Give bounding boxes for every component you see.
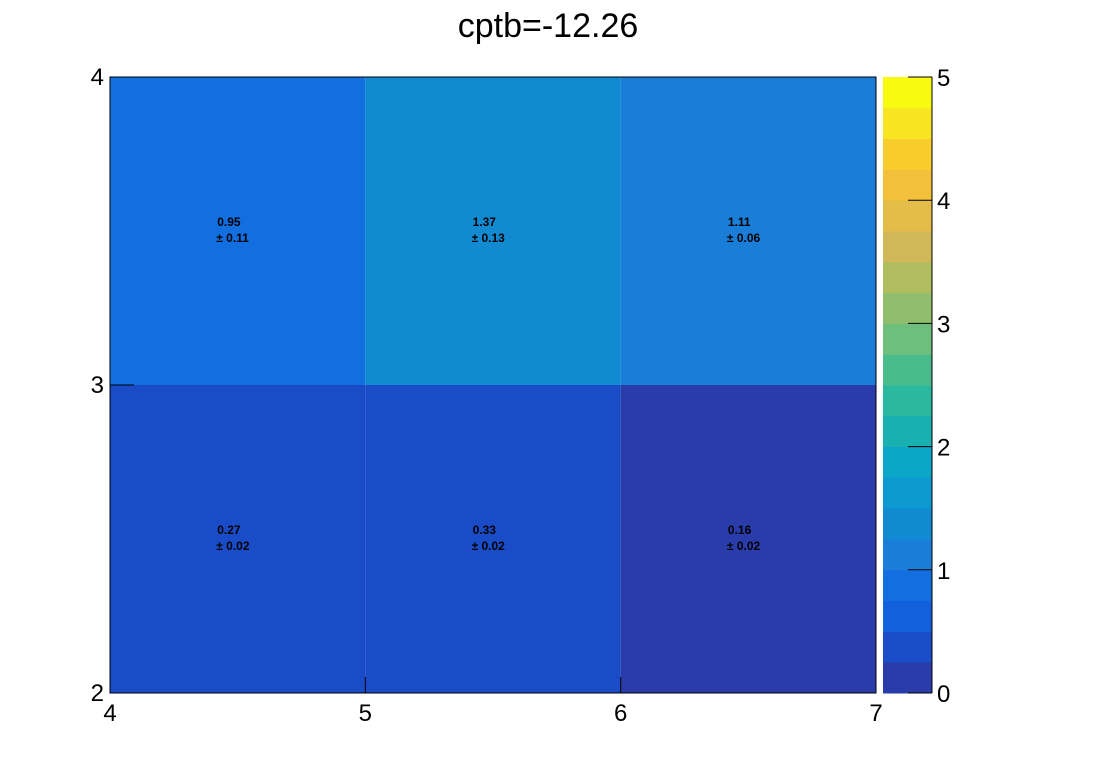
- colorbar-segment: [883, 600, 932, 632]
- colorbar-tick-label: 0: [937, 681, 950, 708]
- y-tick-label: 3: [91, 372, 104, 399]
- cell-value-label: 0.16: [728, 523, 752, 537]
- colorbar-segment: [883, 169, 932, 201]
- x-tick-label: 4: [103, 700, 116, 727]
- cell-value-label: 0.95: [217, 215, 241, 229]
- cell-error-label: ± 0.02: [727, 539, 761, 553]
- cell-error-label: ± 0.11: [216, 231, 249, 245]
- colorbar-tick-label: 2: [937, 435, 950, 462]
- colorbar-segment: [883, 323, 932, 355]
- y-tick-label: 2: [91, 680, 104, 707]
- cell-labels: 0.95 ± 0.11 1.37 ± 0.13 1.11 ± 0.06 0.27 ± 0.02…: [216, 215, 760, 553]
- colorbar-segment: [883, 292, 932, 324]
- colorbar-tick-label: 5: [937, 65, 950, 92]
- colorbar-segment: [883, 77, 932, 109]
- cell-value-label: 0.27: [217, 523, 241, 537]
- colorbar-segment: [883, 508, 932, 540]
- x-tick-label: 6: [614, 700, 627, 727]
- axes: 4 5 6 7 2 3 4: [91, 64, 883, 727]
- cell-error-label: ± 0.06: [727, 231, 761, 245]
- y-tick-label: 4: [91, 64, 104, 91]
- cell-value-label: 1.11: [728, 215, 751, 229]
- heatmap-cell: [365, 385, 621, 693]
- colorbar-segment: [883, 662, 932, 694]
- colorbar-segment: [883, 354, 932, 386]
- colorbar: 0 1 2 3 4 5: [883, 65, 950, 708]
- colorbar-segment: [883, 200, 932, 232]
- cell-value-label: 0.33: [473, 523, 497, 537]
- colorbar-segment: [883, 261, 932, 294]
- cell-error-label: ± 0.02: [472, 539, 506, 553]
- x-tick-label: 5: [359, 700, 372, 727]
- heatmap-cell: [110, 77, 366, 385]
- cell-error-label: ± 0.13: [472, 231, 506, 245]
- colorbar-segment: [883, 138, 932, 170]
- heatmap-cells: [110, 77, 876, 693]
- colorbar-tick-label: 3: [937, 311, 950, 338]
- colorbar-tick-label: 1: [937, 558, 950, 585]
- heatmap-cell: [110, 385, 366, 693]
- colorbar-segment: [883, 446, 932, 478]
- colorbar-segment: [883, 631, 932, 663]
- colorbar-segment: [883, 231, 932, 263]
- colorbar-segment: [883, 539, 932, 571]
- cell-value-label: 1.37: [473, 215, 497, 229]
- chart-title: cptb=-12.26: [458, 7, 639, 45]
- colorbar-segment: [883, 477, 932, 509]
- colorbar-segment: [883, 107, 932, 140]
- colorbar-tick-label: 4: [937, 188, 950, 215]
- heatmap-cell: [620, 77, 876, 385]
- cell-error-label: ± 0.02: [216, 539, 250, 553]
- colorbar-segment: [883, 385, 932, 417]
- heatmap-cell: [620, 385, 876, 693]
- heatmap-cell: [365, 77, 621, 385]
- colorbar-segment: [883, 569, 932, 602]
- x-tick-label: 7: [869, 700, 882, 727]
- colorbar-segment: [883, 415, 932, 448]
